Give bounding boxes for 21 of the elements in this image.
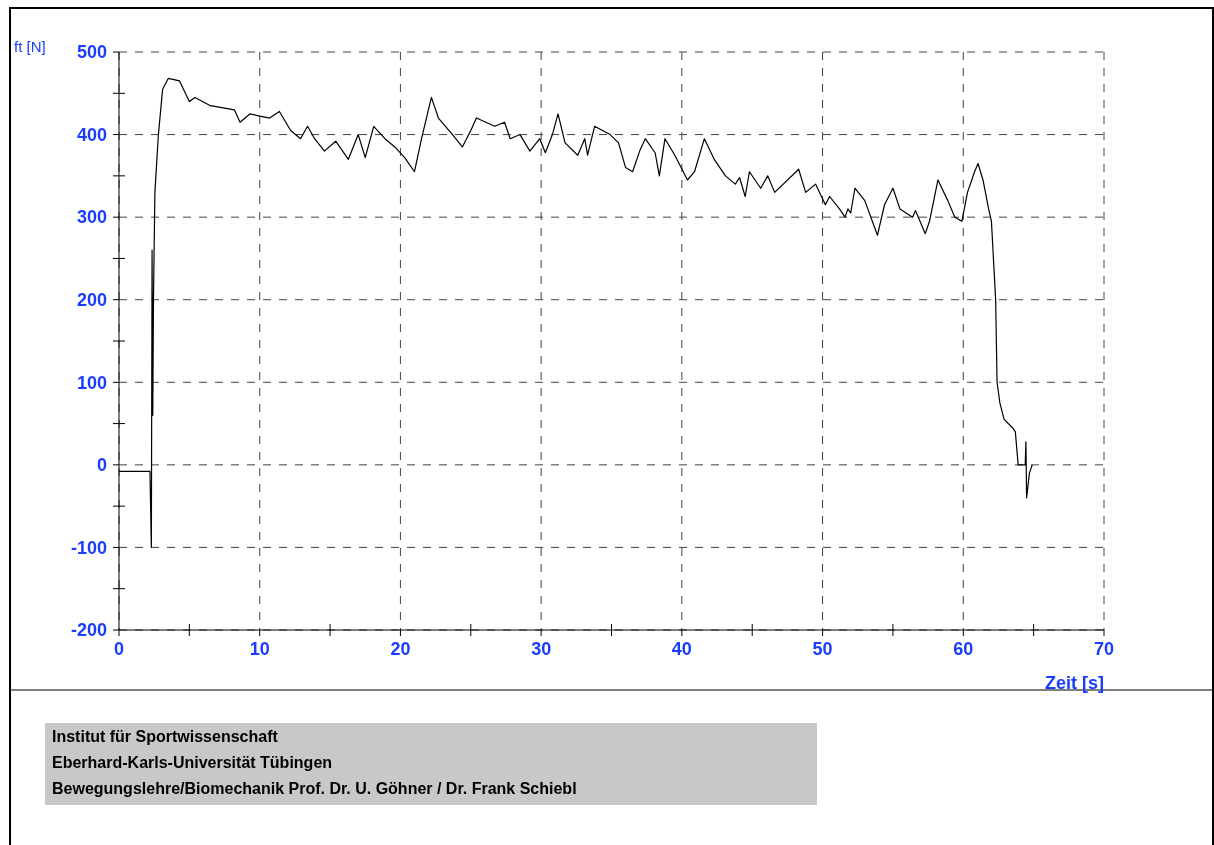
y-tick-label: 400 bbox=[76, 124, 107, 145]
text: Institut für Sportwissenschaft bbox=[52, 728, 279, 745]
text: Bewegungslehre/Biomechanik Prof. Dr. U. Göhner / Dr. Frank Schiebl bbox=[52, 780, 577, 797]
x-axis-title: Zeit [s] bbox=[1044, 673, 1104, 693]
x-tick-label: 60 bbox=[953, 639, 974, 659]
x-tick-label: 30 bbox=[531, 639, 552, 659]
x-tick-label: 0 bbox=[113, 639, 125, 659]
y-tick-label: 0 bbox=[96, 455, 107, 476]
y-tick-label: -200 bbox=[70, 620, 107, 641]
y-tick-label: 300 bbox=[76, 207, 107, 228]
x-tick-label: 40 bbox=[671, 639, 692, 659]
text: Eberhard-Karls-Universität Tübingen bbox=[52, 754, 333, 771]
y-tick-label: 500 bbox=[76, 42, 107, 63]
y-tick-label: 100 bbox=[76, 372, 107, 393]
x-tick-label: 10 bbox=[249, 639, 270, 659]
x-tick-label: 20 bbox=[390, 639, 411, 659]
x-tick-label: 50 bbox=[812, 639, 833, 659]
y-tick-label: 200 bbox=[76, 290, 107, 311]
y-tick-label: -100 bbox=[70, 537, 107, 558]
x-tick-label: 70 bbox=[1093, 639, 1115, 659]
y-axis-title: ft [N] bbox=[14, 38, 46, 55]
